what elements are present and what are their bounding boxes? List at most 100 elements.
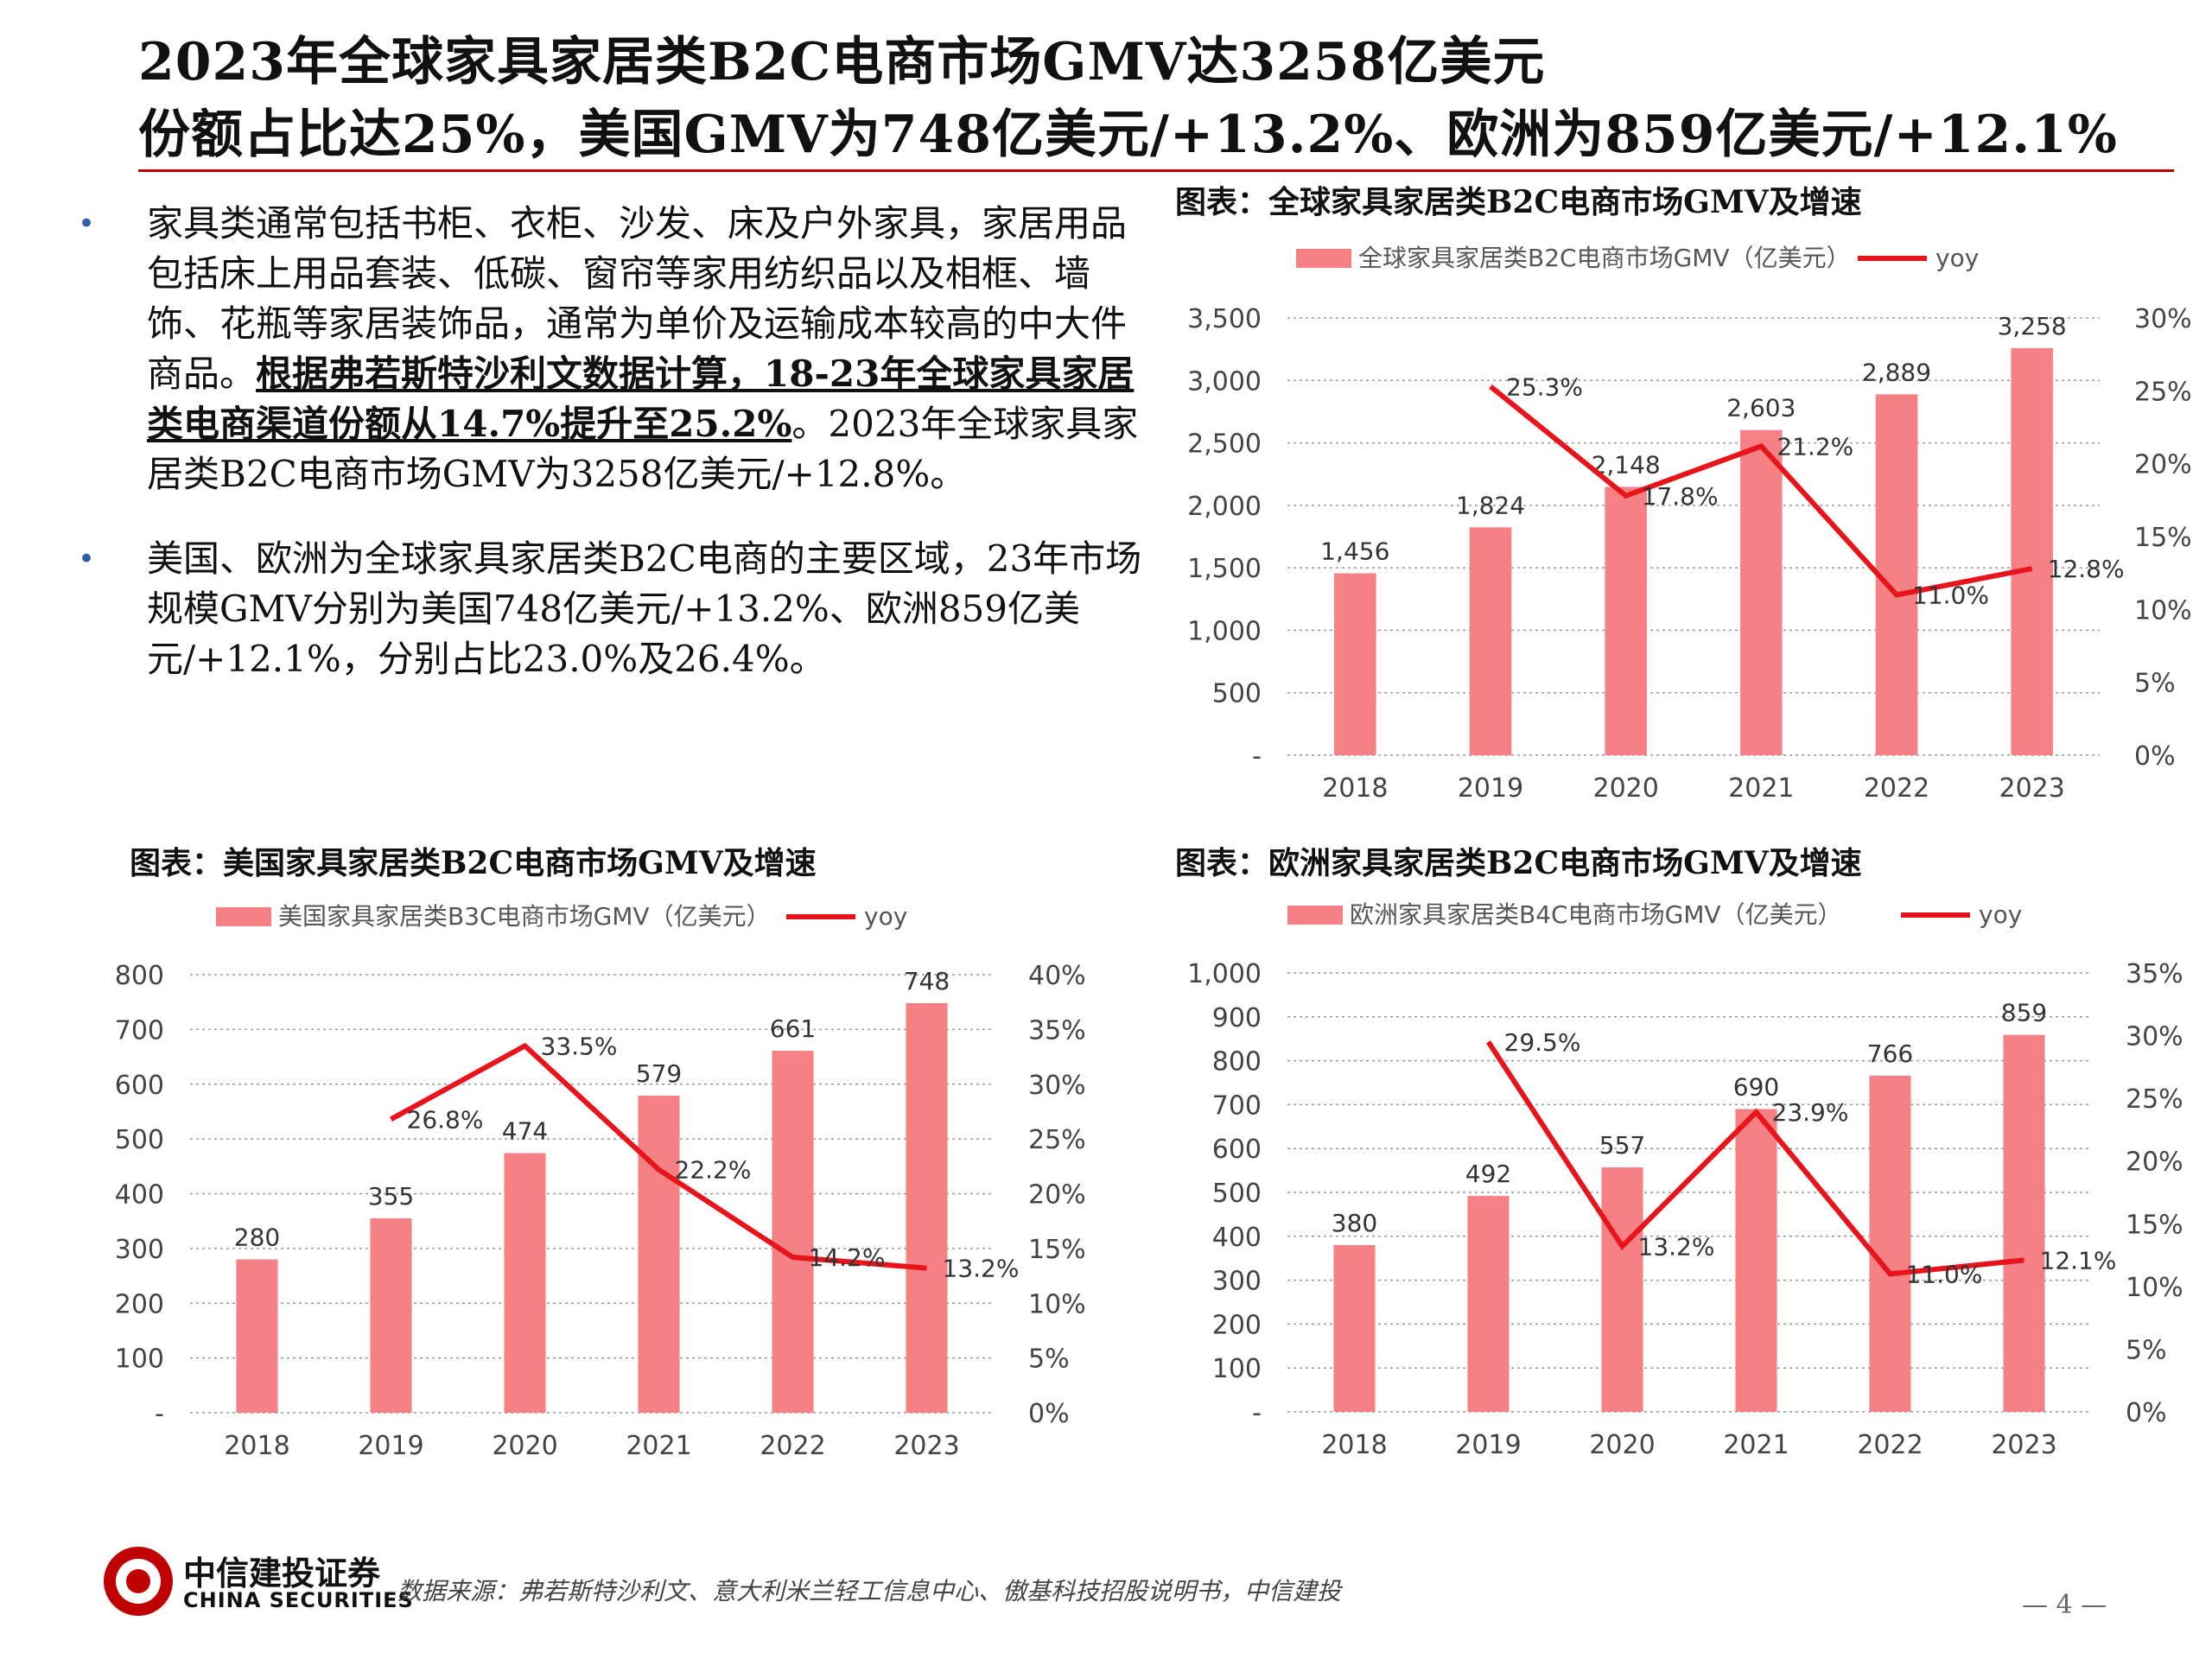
yoy-value-label: 13.2% (1638, 1232, 1715, 1261)
bar (1875, 394, 1918, 755)
bullet-dot-icon: • (78, 542, 96, 576)
bar-value-label: 690 (1733, 1072, 1779, 1101)
yoy-value-label: 17.8% (1642, 482, 1719, 511)
bullet-item-1: • 家具类通常包括书柜、衣柜、沙发、床及户外家具，家居用品包括床上用品套装、低碳… (69, 199, 1149, 499)
bar-value-label: 859 (2001, 999, 2047, 1027)
yoy-value-label: 23.9% (1772, 1098, 1849, 1127)
y-tick-label: 300 (1212, 1267, 1262, 1297)
x-tick-label: 2018 (1321, 1430, 1387, 1460)
bar-value-label: 474 (502, 1117, 548, 1146)
chart-eu: 欧洲家具家居类B4C电商市场GMV（亿美元） yoy - 100 200 300 400 50… (1187, 900, 2183, 1460)
y-tick-label: 200 (1212, 1310, 1262, 1340)
y-tick-label: 100 (1212, 1354, 1262, 1384)
y-tick-label: 700 (1212, 1090, 1262, 1121)
x-tick-label: 2020 (1589, 1430, 1655, 1460)
y-tick-label: 900 (1212, 1003, 1262, 1033)
y2-tick-label: 10% (1028, 1289, 1086, 1319)
legend-bar-label: 全球家具家居类B2C电商市场GMV（亿美元） (1358, 244, 1851, 272)
y2-tick-label: 15% (2134, 523, 2192, 553)
y-tick-label: - (1252, 1398, 1262, 1428)
bar (1333, 1244, 1376, 1412)
x-tick-label: 2022 (1857, 1430, 1923, 1460)
bullet-1-text: 家具类通常包括书柜、衣柜、沙发、床及户外家具，家居用品包括床上用品套装、低碳、窗… (147, 202, 1128, 395)
chart-title-eu: 图表：欧洲家具家居类B2C电商市场GMV及增速 (1175, 845, 1862, 881)
y2-tick-label: 0% (2134, 741, 2176, 772)
legend-bar-swatch (1296, 249, 1351, 268)
y2-tick-label: 40% (1028, 961, 1086, 991)
bar (236, 1259, 278, 1413)
x-tick-label: 2018 (224, 1431, 289, 1461)
x-tick-label: 2022 (760, 1431, 825, 1461)
y2-tick-label: 30% (2134, 304, 2192, 334)
y-tick-label: 400 (1212, 1223, 1262, 1253)
yoy-value-label: 29.5% (1504, 1028, 1581, 1057)
page-title-line-1: 2023年全球家具家居类B2C电商市场GMV达3258亿美元 (138, 32, 1546, 92)
y2-tick-label: 35% (1028, 1015, 1086, 1046)
y2-tick-label: 25% (1028, 1125, 1086, 1155)
bar-value-label: 2,889 (1862, 358, 1931, 386)
bar-value-label: 748 (904, 967, 950, 995)
y-tick-label: 2,500 (1187, 429, 1262, 460)
y2-tick-label: 10% (2134, 595, 2192, 626)
y-tick-label: - (1252, 741, 1262, 772)
y2-tick-label: 5% (1028, 1344, 1070, 1375)
y-tick-label: 500 (1212, 1179, 1262, 1209)
bar-value-label: 1,456 (1320, 537, 1389, 566)
bullet-1-bold-text: 根据弗若斯特沙利文数据计算，18-23年全球家具家居类电商渠道份额从14.7%提… (147, 353, 1135, 445)
bar (1605, 486, 1647, 755)
logo-en-text: CHINA SECURITIES (183, 1588, 414, 1612)
bar (1735, 1109, 1777, 1412)
y-tick-label: - (155, 1399, 164, 1429)
x-tick-label: 2019 (358, 1431, 423, 1461)
bullet-dot-icon: • (78, 207, 96, 241)
yoy-line (1489, 384, 2033, 598)
bar-value-label: 1,824 (1456, 491, 1525, 519)
data-source: 数据来源：弗若斯特沙利文、意大利米兰轻工信息中心、傲基科技招股说明书，中信建投 (397, 1577, 1342, 1605)
yoy-value-label: 33.5% (541, 1032, 618, 1060)
bar-value-label: 492 (1465, 1160, 1511, 1188)
bar (1601, 1167, 1643, 1412)
y-tick-label: 600 (115, 1071, 164, 1101)
bar-value-label: 2,603 (1726, 394, 1796, 423)
y2-tick-label: 0% (1028, 1399, 1070, 1429)
y-tick-label: 800 (1212, 1047, 1262, 1077)
yoy-value-label: 12.1% (2040, 1246, 2117, 1274)
yoy-line (390, 1042, 927, 1271)
chart-title-us: 图表：美国家具家居类B2C电商市场GMV及增速 (130, 845, 817, 881)
y-tick-label: 400 (115, 1180, 164, 1211)
y2-tick-label: 20% (1028, 1180, 1086, 1211)
bar (2011, 347, 2053, 755)
bar-value-label: 557 (1599, 1131, 1645, 1160)
bar-value-label: 661 (770, 1014, 816, 1043)
x-tick-label: 2020 (492, 1431, 557, 1461)
y-tick-label: 200 (115, 1289, 164, 1319)
y2-tick-label: 20% (2134, 450, 2192, 480)
y-tick-label: 1,000 (1187, 616, 1262, 646)
yoy-value-label: 22.2% (675, 1156, 752, 1185)
y-tick-label: 1,000 (1187, 959, 1262, 989)
yoy-value-label: 21.2% (1777, 432, 1853, 461)
bar (772, 1051, 814, 1413)
bar (1869, 1075, 1911, 1412)
y-tick-label: 800 (115, 961, 164, 991)
y2-tick-label: 5% (2126, 1335, 2167, 1365)
y-tick-label: 2,000 (1187, 492, 1262, 522)
x-tick-label: 2021 (1723, 1430, 1789, 1460)
y-tick-label: 700 (115, 1015, 164, 1046)
x-tick-label: 2023 (893, 1431, 959, 1461)
bar (2003, 1034, 2045, 1412)
x-tick-label: 2019 (1458, 773, 1523, 804)
yoy-line (1485, 1040, 2024, 1277)
legend-line-label: yoy (864, 902, 907, 931)
x-tick-label: 2023 (1991, 1430, 2056, 1460)
bar (1467, 1196, 1510, 1412)
x-tick-label: 2021 (1728, 773, 1794, 804)
yoy-value-label: 26.8% (407, 1105, 484, 1134)
bar-value-label: 579 (636, 1059, 682, 1088)
yoy-value-label: 25.3% (1506, 372, 1583, 401)
legend-line-label: yoy (1936, 244, 1979, 272)
y-tick-label: 3,000 (1187, 366, 1262, 397)
y-tick-label: 500 (1212, 679, 1262, 709)
bar-value-label: 766 (1867, 1039, 1913, 1068)
legend-bar-label: 美国家具家居类B3C电商市场GMV（亿美元） (278, 902, 771, 931)
